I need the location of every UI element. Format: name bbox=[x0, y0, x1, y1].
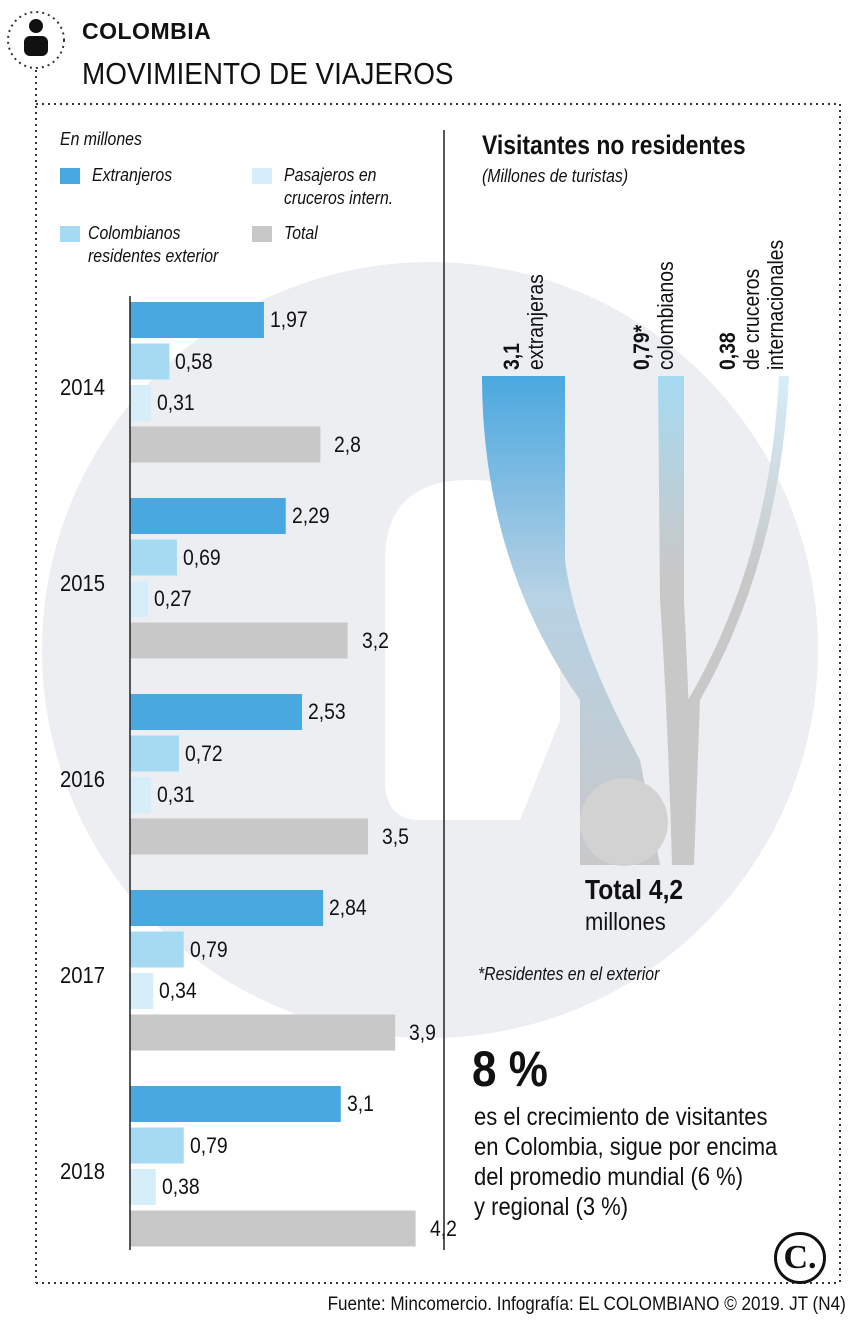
bar-total-2018 bbox=[130, 1210, 416, 1247]
legend-swatch-colombianos bbox=[60, 226, 80, 242]
bar-value-label: 2,29 bbox=[291, 503, 330, 528]
person-icon bbox=[24, 36, 48, 56]
legend-label-colombianos: Colombianos residentes exterior bbox=[88, 222, 218, 268]
bar-value-label: 1,97 bbox=[269, 307, 308, 332]
bar-value-label: 3,9 bbox=[409, 1019, 437, 1045]
legend-line: Colombianos bbox=[88, 223, 181, 243]
flow-text: extranjeras bbox=[523, 274, 548, 370]
bar-value-label: 0,27 bbox=[154, 586, 193, 611]
highlight-text: es el crecimiento de visitantes en Colom… bbox=[474, 1102, 777, 1222]
footnote: *Residentes en el exterior bbox=[478, 964, 660, 984]
flow-label-cruceros: 0,38 de cruceros internacionales bbox=[715, 239, 788, 370]
bar-colombianos-2014 bbox=[130, 343, 170, 380]
el-colombiano-logo: C. bbox=[774, 1232, 826, 1284]
sankey-subtitle: (Millones de turistas) bbox=[482, 166, 629, 186]
bar-value-label: 0,31 bbox=[157, 782, 195, 807]
sankey-flow-cruceros bbox=[686, 376, 789, 865]
flow-text: colombianos bbox=[653, 261, 678, 370]
footer-source: Fuente: Mincomercio. Infografía: EL COLO… bbox=[327, 1294, 846, 1315]
bar-colombianos-2017 bbox=[130, 931, 184, 968]
highlight-line: en Colombia, sigue por encima bbox=[474, 1133, 778, 1161]
bar-total-2015 bbox=[130, 622, 348, 659]
bar-value-label: 0,72 bbox=[184, 740, 223, 766]
page-title: MOVIMIENTO DE VIAJEROS bbox=[82, 56, 454, 91]
bar-colombianos-2016 bbox=[130, 735, 179, 772]
bar-value-label: 0,69 bbox=[182, 544, 221, 570]
bar-value-label: 0,34 bbox=[159, 978, 197, 1003]
year-label: 2014 bbox=[60, 374, 106, 400]
bar-value-label: 2,53 bbox=[308, 699, 346, 724]
legend-line: Pasajeros en bbox=[284, 165, 377, 185]
legend-swatch-extranjeros bbox=[60, 168, 80, 184]
year-label: 2017 bbox=[60, 962, 106, 988]
bar-total-2017 bbox=[130, 1014, 396, 1051]
sankey-flow-colombianos bbox=[658, 376, 694, 865]
bar-total-2016 bbox=[130, 818, 368, 855]
bar-colombianos-2015 bbox=[130, 539, 177, 576]
legend-label-total: Total bbox=[284, 223, 318, 243]
bar-value-label: 0,31 bbox=[157, 390, 195, 415]
flow-text: internacionales bbox=[763, 239, 788, 370]
bar-value-label: 2,8 bbox=[334, 431, 362, 457]
flow-label-extranjeras: 3,1 extranjeras bbox=[499, 274, 548, 370]
year-label: 2015 bbox=[60, 570, 106, 596]
bar-cruceros-2017 bbox=[130, 973, 154, 1009]
year-label: 2016 bbox=[60, 766, 106, 792]
bar-value-label: 3,5 bbox=[382, 823, 409, 849]
flow-value: 0,79* bbox=[629, 324, 654, 370]
legend-label-cruceros: Pasajeros en cruceros intern. bbox=[284, 164, 393, 210]
legend-label-extranjeros: Extranjeros bbox=[92, 165, 173, 185]
legend-swatch-cruceros bbox=[252, 168, 272, 184]
icon-ring bbox=[7, 11, 65, 69]
year-label: 2018 bbox=[60, 1158, 106, 1184]
header-kicker: COLOMBIA bbox=[82, 18, 212, 44]
person-icon-head bbox=[29, 19, 43, 33]
flow-value: 0,38 bbox=[715, 332, 740, 370]
bar-value-label: 4,2 bbox=[429, 1215, 457, 1241]
bar-value-label: 2,84 bbox=[329, 895, 367, 920]
bar-value-label: 3,2 bbox=[361, 627, 389, 653]
sankey-total-label: Total 4,2 bbox=[585, 874, 684, 905]
flow-text: de cruceros bbox=[739, 268, 764, 370]
bar-value-label: 3,1 bbox=[346, 1091, 374, 1116]
legend-swatch-total bbox=[252, 226, 272, 242]
sankey-total-unit: millones bbox=[585, 908, 666, 936]
highlight-line: del promedio mundial (6 %) bbox=[474, 1163, 744, 1191]
bar-value-label: 0,58 bbox=[175, 348, 214, 374]
bar-extranjeros-2017 bbox=[130, 890, 324, 926]
bar-value-label: 0,79 bbox=[189, 1132, 228, 1158]
highlight-value: 8 % bbox=[472, 1041, 548, 1097]
flow-label-colombianos: 0,79* colombianos bbox=[629, 261, 678, 370]
sankey-flow-extranjeras bbox=[482, 376, 660, 865]
highlight-line: y regional (3 %) bbox=[474, 1193, 629, 1221]
bar-value-label: 0,38 bbox=[161, 1174, 200, 1199]
bar-cruceros-2014 bbox=[130, 385, 152, 421]
bar-cruceros-2015 bbox=[130, 581, 149, 617]
bar-cruceros-2016 bbox=[130, 777, 152, 813]
bar-value-label: 0,79 bbox=[189, 936, 228, 962]
legend-line: residentes exterior bbox=[88, 246, 219, 266]
sankey-title: Visitantes no residentes bbox=[482, 130, 746, 160]
sankey-total-node bbox=[580, 778, 668, 866]
bar-cruceros-2018 bbox=[130, 1169, 156, 1205]
bar-extranjeros-2014 bbox=[130, 302, 264, 338]
bar-colombianos-2018 bbox=[130, 1127, 184, 1164]
legend-line: cruceros intern. bbox=[284, 188, 394, 208]
bar-total-2014 bbox=[130, 426, 321, 463]
highlight-line: es el crecimiento de visitantes bbox=[474, 1103, 768, 1131]
bar-extranjeros-2018 bbox=[130, 1086, 341, 1122]
unit-label: En millones bbox=[60, 129, 142, 149]
bar-extranjeros-2015 bbox=[130, 498, 286, 534]
bar-extranjeros-2016 bbox=[130, 694, 303, 730]
flow-value: 3,1 bbox=[499, 343, 524, 370]
